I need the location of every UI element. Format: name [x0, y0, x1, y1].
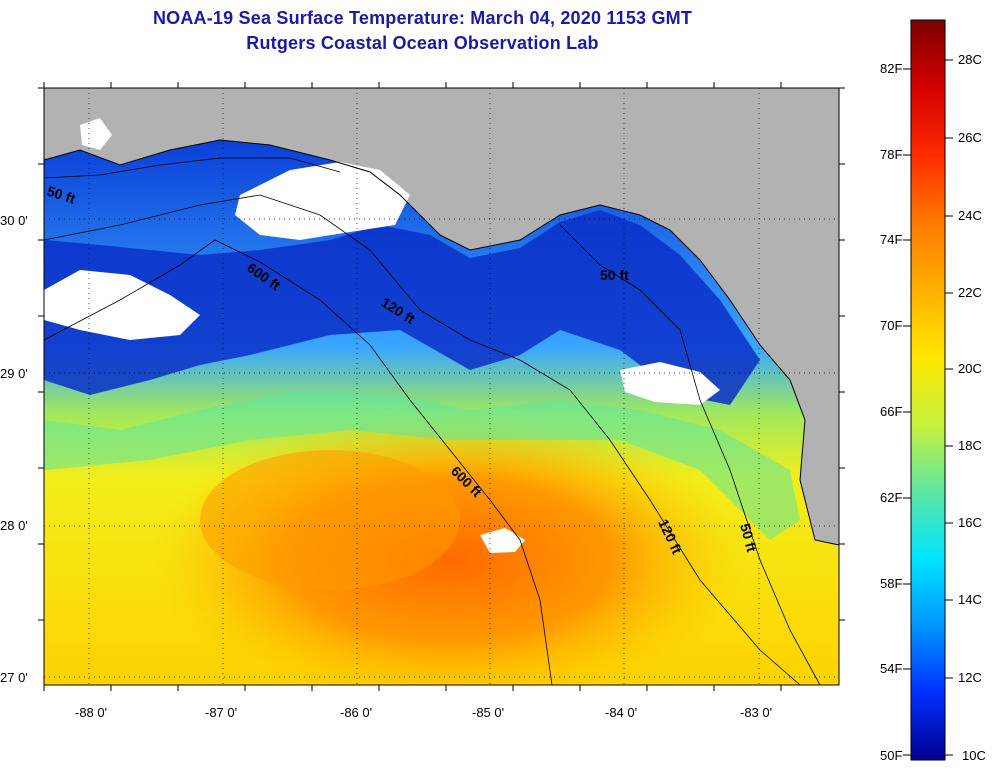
y-tick-label-30: 30 0' [0, 213, 28, 228]
x-tick-label-88: -88 0' [75, 705, 107, 720]
warm-water-patch [200, 450, 460, 590]
colorbar-label-74F: 74F [880, 232, 902, 247]
cloud-cover-large [235, 162, 410, 240]
x-tick-label-83: -83 0' [740, 705, 772, 720]
contour-120ft [43, 194, 801, 686]
map-ticks [38, 82, 845, 691]
colorbar-label-16C: 16C [958, 515, 982, 530]
coastline [43, 139, 840, 546]
x-tick-label-87: -87 0' [205, 705, 237, 720]
contour-50ft-east [559, 224, 821, 686]
colorbar [910, 19, 946, 761]
y-tick-label-29: 29 0' [0, 366, 28, 381]
x-tick-label-86: -86 0' [340, 705, 372, 720]
transition-zone [44, 390, 800, 540]
colorbar-label-50F: 50F [880, 748, 902, 763]
cloud-cover-nw [80, 118, 112, 150]
x-tick-label-84: -84 0' [605, 705, 637, 720]
colorbar-ticks [903, 59, 953, 756]
colorbar-label-58F: 58F [880, 576, 902, 591]
x-tick-label-85: -85 0' [472, 705, 504, 720]
map-frame [43, 87, 840, 686]
colorbar-label-82F: 82F [880, 61, 902, 76]
colorbar-label-26C: 26C [958, 130, 982, 145]
title-line-1: NOAA-19 Sea Surface Temperature: March 0… [152, 8, 693, 28]
colorbar-label-54F: 54F [880, 661, 902, 676]
colorbar-label-66F: 66F [880, 404, 902, 419]
contour-50ft-west [43, 157, 341, 179]
title-line-2: Rutgers Coastal Ocean Observation Lab [246, 33, 599, 53]
colorbar-label-20C: 20C [958, 361, 982, 376]
colorbar-label-62F: 62F [880, 490, 902, 505]
colorbar-label-24C: 24C [958, 208, 982, 223]
y-tick-label-27: 27 0' [0, 670, 28, 685]
cloud-cover-west [44, 270, 200, 340]
contour-600ft [43, 239, 553, 686]
colorbar-label-12C: 12C [958, 670, 982, 685]
colorbar-label-28C: 28C [958, 52, 982, 67]
contour-label-50ft-south: 50 ft [737, 522, 760, 554]
colorbar-label-22C: 22C [958, 285, 982, 300]
colorbar-label-78F: 78F [880, 147, 902, 162]
colorbar-label-70F: 70F [880, 318, 902, 333]
colorbar-label-10C: 10C [962, 748, 986, 763]
contour-label-50ft-bigbend: 50 ft [600, 267, 629, 283]
cloud-cover-offshore [480, 528, 525, 553]
colorbar-label-18C: 18C [958, 438, 982, 453]
map-area [44, 88, 839, 685]
y-tick-label-28: 28 0' [0, 518, 28, 533]
colorbar-label-14C: 14C [958, 592, 982, 607]
